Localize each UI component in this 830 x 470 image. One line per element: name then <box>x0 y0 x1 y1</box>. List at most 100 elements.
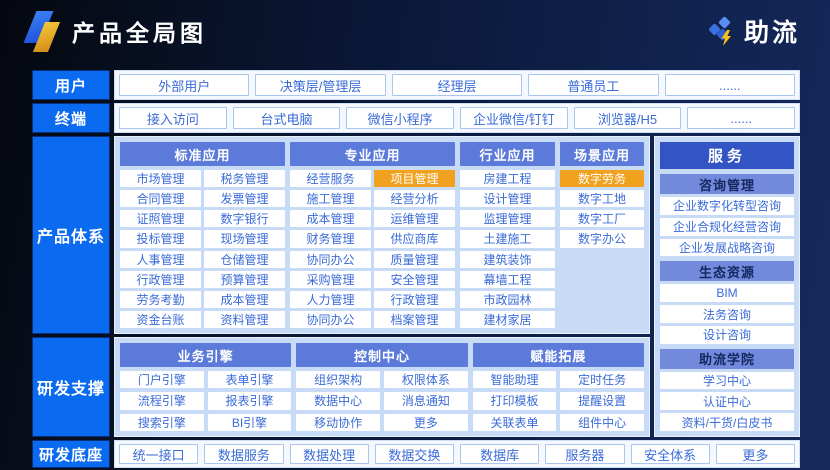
app-cell: 施工管理 <box>290 190 371 208</box>
empower-cell: 智能助理 <box>472 371 557 389</box>
users-row-label: 用户 <box>32 70 110 100</box>
standard-apps-header: 标准应用 <box>120 142 285 166</box>
app-cell: 行政管理 <box>120 270 201 288</box>
scenario-apps-grid: 数字劳务数字工地数字工厂数字办公 <box>560 170 644 328</box>
zhuliu-brand-icon <box>708 16 731 46</box>
ecosystem-section: 生态资源 BIM 法务咨询 设计咨询 <box>660 261 794 344</box>
professional-apps-column: 专业应用 经营服务 项目管理 施工管理 经营分析 成本管理 运维管理 财务管理 供应商库 协同办… <box>290 142 455 328</box>
academy-section: 助流学院 学习中心 认证中心 资料/干货/白皮书 <box>660 348 794 431</box>
app-cell: 数字办公 <box>560 230 644 248</box>
base-cell: 数据库 <box>460 444 540 464</box>
base-cell: 数据交换 <box>374 444 454 464</box>
consulting-section: 咨询管理 企业数字化转型咨询 企业合规化经营咨询 企业发展战略咨询 <box>660 174 794 257</box>
brand-name: 助流 <box>743 19 800 47</box>
empower-cell: 关联表单 <box>472 413 557 431</box>
services-column: 服务 咨询管理 企业数字化转型咨询 企业合规化经营咨询 企业发展战略咨询 生态资源 … <box>654 136 800 437</box>
products-row-label: 产品体系 <box>32 136 110 334</box>
company-logo-icon <box>23 9 62 53</box>
industry-apps-header: 行业应用 <box>460 142 555 166</box>
business-engine-group: 业务引擎 门户引擎 表单引擎 流程引擎 报表引擎 搜索引擎 BI引擎 <box>120 343 292 431</box>
standard-apps-column: 标准应用 市场管理 税务管理 合同管理 发票管理 证照管理 数字银行 投标管理 现场管理 人事管… <box>120 142 285 328</box>
app-cell: 供应商库 <box>374 230 455 248</box>
app-cell: 劳务考勤 <box>120 290 201 308</box>
products-band: 产品体系 标准应用 市场管理 税务管理 合同管理 发票管理 证照管理 数字银行 投标管理 现场… <box>32 136 650 334</box>
users-row: 用户 外部用户 决策层/管理层 经理层 普通员工...... <box>32 70 800 100</box>
app-cell: 成本管理 <box>290 210 371 228</box>
control-cell: 数据中心 <box>296 392 380 410</box>
control-center-group: 控制中心 组织架构 权限体系 数据中心 消息通知 移动协作 更多 <box>296 343 468 431</box>
service-cell: 设计咨询 <box>660 325 794 344</box>
base-cell: 更多 <box>715 444 795 464</box>
academy-header: 助流学院 <box>660 348 794 369</box>
control-cell: 权限体系 <box>383 371 468 389</box>
middle-band: 产品体系 标准应用 市场管理 税务管理 合同管理 发票管理 证照管理 数字银行 投标管理 现场… <box>32 136 800 437</box>
terminals-row: 终端 接入访问 台式电脑 微信小程序 企业微信/钉钉 浏览器/H5...... <box>32 103 800 133</box>
app-cell: 设计管理 <box>460 190 555 208</box>
service-cell: 认证中心 <box>660 392 794 411</box>
app-cell: 数字工厂 <box>560 210 644 228</box>
engine-cell: 门户引擎 <box>120 371 204 389</box>
base-cell: 统一接口 <box>119 444 199 464</box>
service-cell: 企业数字化转型咨询 <box>660 197 794 215</box>
app-cell: 建筑装饰 <box>460 250 555 268</box>
support-panel: 业务引擎 门户引擎 表单引擎 流程引擎 报表引擎 搜索引擎 BI引擎 控制中心 组织架构权… <box>114 337 650 437</box>
terminal-cell: 微信小程序 <box>346 107 455 129</box>
support-band: 研发支撑 业务引擎 门户引擎 表单引擎 流程引擎 报表引擎 搜索引擎 BI引擎 控制中心 … <box>32 337 650 437</box>
control-center-grid: 组织架构 权限体系 数据中心 消息通知 移动协作 更多 <box>296 371 468 431</box>
app-cell: 市场管理 <box>120 170 201 188</box>
service-cell: BIM <box>660 284 794 303</box>
empower-cell: 打印模板 <box>472 392 557 410</box>
professional-apps-grid: 经营服务 项目管理 施工管理 经营分析 成本管理 运维管理 财务管理 供应商库 协同办公 质量管理… <box>290 170 455 328</box>
app-cell: 档案管理 <box>374 310 455 328</box>
engine-cell: 报表引擎 <box>207 392 292 410</box>
app-cell: 协同办公 <box>290 310 371 328</box>
base-cell: 服务器 <box>545 444 625 464</box>
standard-apps-grid: 市场管理 税务管理 合同管理 发票管理 证照管理 数字银行 投标管理 现场管理 人事管理 仓储管理… <box>120 170 285 328</box>
consulting-items: 企业数字化转型咨询 企业合规化经营咨询 企业发展战略咨询 <box>660 197 794 257</box>
industry-apps-column: 行业应用 房建工程 设计管理 监理管理 土建施工 建筑装饰 幕墙工程 市政园林 建材家居 <box>460 142 555 328</box>
lightning-bolt-icon <box>721 30 731 46</box>
brand-logo: 助流 <box>705 13 800 49</box>
page-title: 产品全局图 <box>72 20 207 46</box>
app-cell: 经营服务 <box>290 170 371 188</box>
app-cell: 合同管理 <box>120 190 201 208</box>
app-cell: 发票管理 <box>204 190 285 208</box>
app-cell: 人力管理 <box>290 290 371 308</box>
base-cell: 数据服务 <box>204 444 284 464</box>
empower-group: 赋能拓展 智能助理 定时任务 打印模板 提醒设置 关联表单 组件中心 <box>472 343 644 431</box>
app-cell: 证照管理 <box>120 210 201 228</box>
products-panel: 标准应用 市场管理 税务管理 合同管理 发票管理 证照管理 数字银行 投标管理 现场管理 人事管… <box>114 136 650 334</box>
base-strip: 统一接口 数据服务 数据处理 数据交换 数据库 服务器 安全体系 更多 <box>114 440 800 468</box>
terminal-cell: 浏览器/H5 <box>573 107 682 129</box>
scenario-apps-header: 场景应用 <box>560 142 644 166</box>
app-cell: 税务管理 <box>204 170 285 188</box>
app-cell: 数字劳务 <box>560 170 644 188</box>
terminal-cell: 台式电脑 <box>232 107 341 129</box>
ecosystem-items: BIM 法务咨询 设计咨询 <box>660 284 794 344</box>
empower-cell: 定时任务 <box>560 371 644 389</box>
services-header: 服务 <box>660 142 794 169</box>
app-cell: 采购管理 <box>290 270 371 288</box>
engine-cell: 流程引擎 <box>120 392 204 410</box>
base-row: 研发底座 统一接口 数据服务 数据处理 数据交换 数据库 服务器 安全体系 更多 <box>32 440 800 468</box>
app-cell: 安全管理 <box>374 270 455 288</box>
scenario-apps-column: 场景应用 数字劳务数字工地数字工厂数字办公 <box>560 142 644 328</box>
terminal-cell: 企业微信/钉钉 <box>460 107 568 129</box>
engine-cell: BI引擎 <box>207 413 292 431</box>
app-cell: 建材家居 <box>460 310 555 328</box>
control-cell: 组织架构 <box>296 371 380 389</box>
terminal-cell: 接入访问 <box>119 107 227 129</box>
app-cell: 经营分析 <box>374 190 455 208</box>
empower-cell: 提醒设置 <box>560 392 644 410</box>
user-group-cell: ...... <box>664 74 796 96</box>
engine-cell: 表单引擎 <box>207 371 292 389</box>
app-cell: 数字银行 <box>204 210 285 228</box>
app-cell: 幕墙工程 <box>460 270 555 288</box>
app-cell: 预算管理 <box>204 270 285 288</box>
app-cell: 数字工地 <box>560 190 644 208</box>
business-engine-grid: 门户引擎 表单引擎 流程引擎 报表引擎 搜索引擎 BI引擎 <box>120 371 292 431</box>
base-cell: 数据处理 <box>289 444 369 464</box>
empower-grid: 智能助理 定时任务 打印模板 提醒设置 关联表单 组件中心 <box>472 371 644 431</box>
professional-apps-header: 专业应用 <box>290 142 455 166</box>
user-group-cell: 决策层/管理层 <box>255 74 386 96</box>
